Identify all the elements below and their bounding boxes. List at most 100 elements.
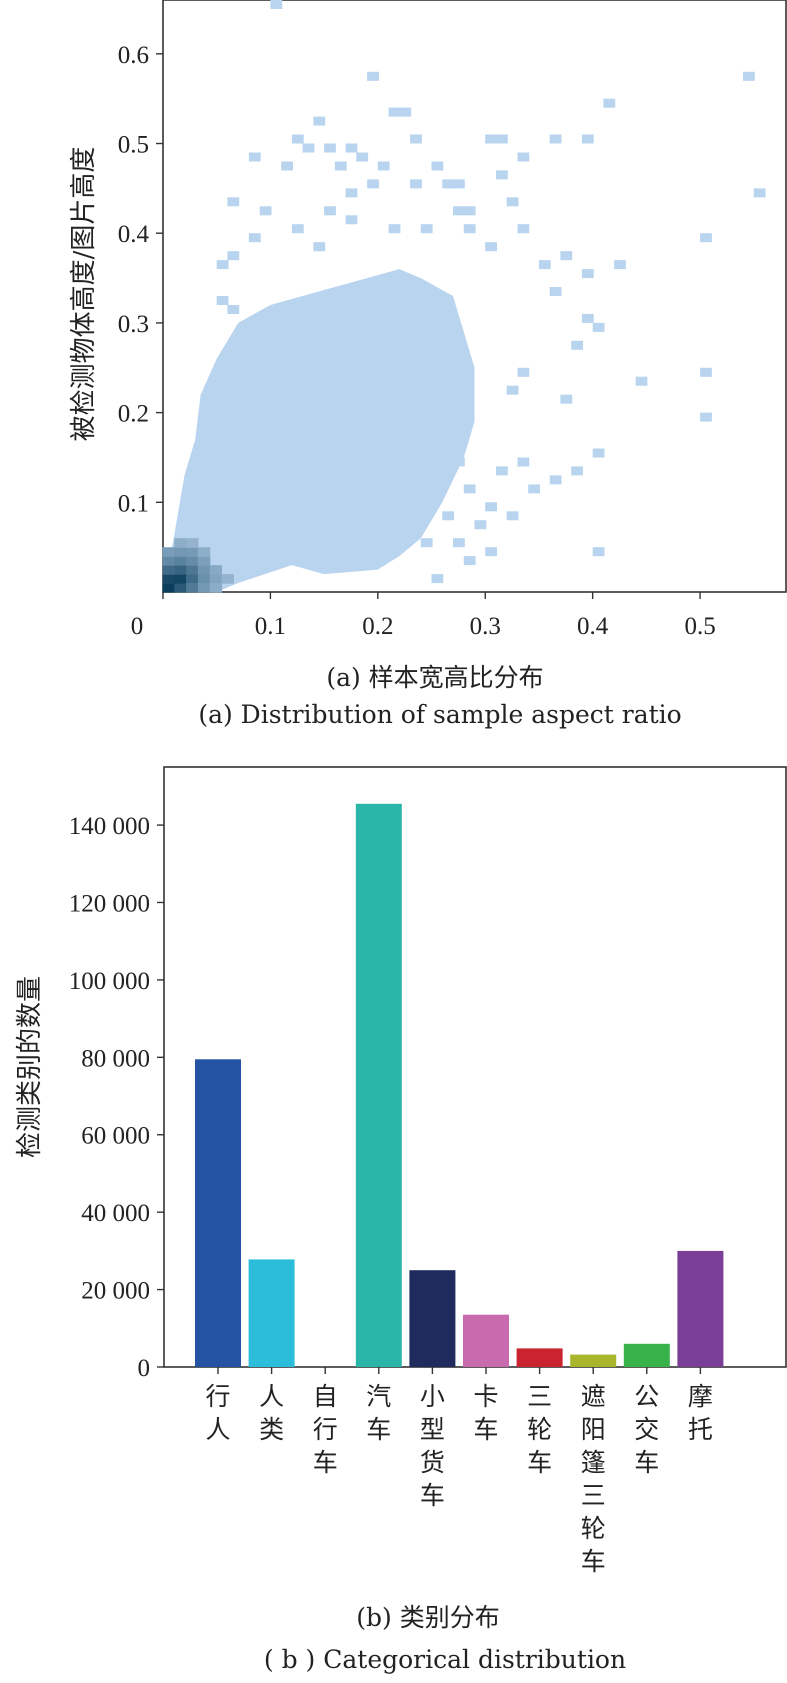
bar-x-tick-label: 摩托 bbox=[688, 1382, 713, 1444]
heatmap-cell-8 bbox=[345, 143, 358, 153]
heatmap-dense-cell-2 bbox=[174, 583, 187, 593]
bar-x-tick-label: 自行车 bbox=[313, 1382, 338, 1477]
heatmap-cell-61 bbox=[560, 394, 573, 404]
heatmap-cell-85 bbox=[453, 538, 465, 548]
heatmap-y-tick-label: 0.6 bbox=[118, 42, 149, 69]
bar-y-tick-label: 120 000 bbox=[69, 890, 150, 917]
heatmap-cell-78 bbox=[410, 421, 422, 431]
heatmap-cell-16 bbox=[743, 71, 755, 81]
heatmap-cell-15 bbox=[603, 98, 616, 108]
heatmap-dense-cell-4 bbox=[174, 565, 187, 575]
heatmap-cell-80 bbox=[442, 439, 455, 449]
heatmap-cell-7 bbox=[324, 143, 336, 153]
heatmap-cell-65 bbox=[571, 466, 583, 476]
heatmap-cell-55 bbox=[581, 313, 594, 323]
heatmap-cell-60 bbox=[506, 385, 519, 395]
heatmap-cell-42 bbox=[388, 224, 401, 234]
heatmap-cell-38 bbox=[248, 233, 261, 243]
heatmap-cell-35 bbox=[453, 206, 465, 216]
heatmap-cell-46 bbox=[538, 260, 551, 270]
bar-x-tick-label: 卡车 bbox=[473, 1382, 498, 1444]
heatmap-cell-12 bbox=[496, 134, 508, 144]
heatmap-cell-18 bbox=[248, 152, 261, 162]
bar-y-tick-label: 40 000 bbox=[81, 1200, 150, 1227]
heatmap-cell-58 bbox=[635, 376, 648, 386]
heatmap-y-tick-label: 0.5 bbox=[118, 132, 149, 159]
heatmap-cell-22 bbox=[431, 161, 444, 171]
bar-y-tick-label: 20 000 bbox=[81, 1278, 150, 1305]
heatmap-cell-83 bbox=[463, 484, 476, 494]
heatmap-cell-24 bbox=[517, 152, 530, 162]
heatmap-cell-57 bbox=[592, 322, 605, 332]
heatmap-cell-74 bbox=[463, 556, 476, 566]
aspect-ratio-heatmap: 0 0.1 0.2 0.3 0.4 0.5 0.1 0.2 0.3 0.4 0.5 0.6 被检测物… bbox=[69, 0, 787, 729]
heatmap-x-tick-label: 0.4 bbox=[577, 613, 609, 640]
heatmap-dense-cell-10 bbox=[186, 556, 199, 566]
heatmap-cell-14 bbox=[581, 134, 594, 144]
heatmap-cell-77 bbox=[399, 394, 412, 404]
heatmap-dense-cell-19 bbox=[209, 565, 223, 575]
bar-caption-cn: (b) 类别分布 bbox=[356, 1603, 499, 1632]
heatmap-cell-25 bbox=[227, 197, 240, 207]
bar-x-tick-label: 人类 bbox=[259, 1382, 284, 1444]
bar-x-tick-label: 小型货车 bbox=[420, 1382, 445, 1510]
heatmap-cell-62 bbox=[700, 367, 712, 377]
heatmap-dense-cell-5 bbox=[186, 574, 199, 584]
heatmap-cell-82 bbox=[431, 475, 444, 485]
heatmap-dense-cell-0 bbox=[162, 583, 175, 593]
heatmap-cell-6 bbox=[302, 143, 315, 153]
bar-4 bbox=[409, 1270, 456, 1367]
heatmap-dense-cell-17 bbox=[162, 547, 175, 557]
bar-5 bbox=[463, 1314, 509, 1367]
bar-marks bbox=[195, 803, 724, 1367]
heatmap-cell-19 bbox=[281, 161, 293, 171]
heatmap-x-tick-label: 0.3 bbox=[470, 613, 501, 640]
heatmap-cell-64 bbox=[592, 448, 605, 458]
heatmap-cell-67 bbox=[549, 475, 562, 485]
heatmap-dense-cell-6 bbox=[186, 565, 199, 575]
heatmap-cell-86 bbox=[420, 538, 433, 548]
heatmap-y-tick-label: 0.2 bbox=[118, 401, 149, 428]
heatmap-cell-9 bbox=[356, 152, 369, 162]
bar-6 bbox=[516, 1348, 563, 1367]
bar-x-tick-label: 汽车 bbox=[366, 1382, 391, 1444]
heatmap-cell-33 bbox=[463, 206, 476, 216]
heatmap-dense-cell-13 bbox=[197, 574, 211, 584]
bar-8 bbox=[623, 1343, 670, 1367]
heatmap-cell-54 bbox=[549, 287, 562, 296]
heatmap-cell-48 bbox=[614, 260, 626, 270]
bar-caption-en: ( b ) Categorical distribution bbox=[264, 1645, 626, 1674]
heatmap-cell-11 bbox=[485, 134, 497, 144]
heatmap-dense-cell-16 bbox=[186, 547, 199, 557]
heatmap-dense-cell-9 bbox=[174, 556, 187, 566]
bar-x-tick-label: 行人 bbox=[205, 1382, 230, 1444]
bar-y-axis-label: 检测类别的数量 bbox=[15, 976, 45, 1158]
bar-y-tick-label: 100 000 bbox=[69, 968, 150, 995]
heatmap-x-tick-label: 0.2 bbox=[362, 613, 393, 640]
heatmap-x-ticks: 0 0.1 0.2 0.3 0.4 0.5 bbox=[131, 592, 716, 640]
heatmap-cells bbox=[162, 0, 766, 593]
bar-y-tick-label: 0 bbox=[138, 1355, 151, 1382]
heatmap-cell-70 bbox=[485, 502, 497, 512]
heatmap-dense-cell-12 bbox=[186, 583, 199, 593]
heatmap-cell-30 bbox=[410, 179, 422, 189]
heatmap-y-ticks: 0.1 0.2 0.3 0.4 0.5 0.6 bbox=[118, 42, 163, 517]
heatmap-plot-frame bbox=[162, 0, 787, 593]
category-bar-chart: 0 20 000 40 000 60 000 80 000 100 000 120 000 1… bbox=[15, 766, 787, 1674]
heatmap-dense-region bbox=[163, 269, 475, 592]
heatmap-dense-cell-14 bbox=[209, 574, 223, 584]
heatmap-cell-37 bbox=[227, 251, 240, 261]
heatmap-cell-20 bbox=[334, 161, 347, 171]
heatmap-cell-76 bbox=[592, 547, 605, 557]
heatmap-dense-cell-3 bbox=[174, 574, 187, 584]
heatmap-cell-44 bbox=[463, 224, 476, 234]
heatmap-dense-cell-23 bbox=[186, 538, 199, 548]
heatmap-cell-73 bbox=[485, 547, 497, 557]
heatmap-cell-68 bbox=[496, 466, 508, 476]
heatmap-dense-cell-21 bbox=[197, 547, 211, 557]
heatmap-cell-32 bbox=[453, 179, 465, 189]
bar-x-tick-label: 公交车 bbox=[634, 1382, 659, 1477]
heatmap-dense-cell-18 bbox=[174, 547, 187, 557]
heatmap-cell-49 bbox=[700, 233, 712, 243]
